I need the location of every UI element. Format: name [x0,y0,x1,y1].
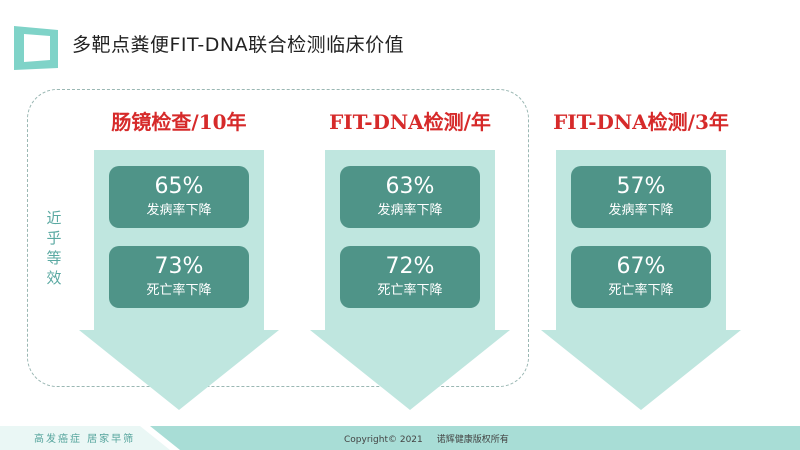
footer-slogan: 高发癌症 居家早筛 [34,434,136,445]
footer-copyright: Copyright© 2021 诺辉健康版权所有 [344,432,509,445]
stat-value: 67% [616,254,666,279]
stat-mortality-box: 67% 死亡率下降 [571,246,711,308]
stat-value: 73% [154,254,204,279]
stat-label: 死亡率下降 [377,283,443,298]
stat-incidence-box: 65% 发病率下降 [109,166,249,228]
equivalence-note: 近 乎 等 效 [46,209,62,287]
equivalence-group-outline [27,89,529,387]
stat-mortality-box: 72% 死亡率下降 [340,246,480,308]
window-logo-icon [14,26,58,70]
column-fit-dna-3-years: FIT-DNA检测/3年 57% 发病率下降 67% 死亡率下降 [541,0,741,450]
stat-value: 65% [154,174,204,199]
stat-label: 发病率下降 [146,203,212,218]
copyright-text: Copyright© 2021 [344,435,423,445]
column-title: FIT-DNA检测/年 [329,110,491,134]
slide-title: 多靶点粪便FIT-DNA联合检测临床价值 [72,34,405,56]
copyright-owner: 诺辉健康版权所有 [436,435,509,445]
column-fit-dna-yearly: FIT-DNA检测/年 63% 发病率下降 72% 死亡率下降 [310,0,510,450]
stat-mortality-box: 73% 死亡率下降 [109,246,249,308]
stat-incidence-box: 57% 发病率下降 [571,166,711,228]
column-title: 肠镜检查/10年 [111,110,247,134]
column-title: FIT-DNA检测/3年 [553,110,729,134]
stat-label: 发病率下降 [377,203,443,218]
stat-incidence-box: 63% 发病率下降 [340,166,480,228]
column-colonoscopy: 肠镜检查/10年 65% 发病率下降 73% 死亡率下降 [79,0,279,450]
stat-label: 死亡率下降 [146,283,212,298]
stat-value: 63% [385,174,435,199]
stat-label: 死亡率下降 [608,283,674,298]
stat-value: 57% [616,174,666,199]
stat-label: 发病率下降 [608,203,674,218]
stat-value: 72% [385,254,435,279]
footer-bar [0,426,800,450]
